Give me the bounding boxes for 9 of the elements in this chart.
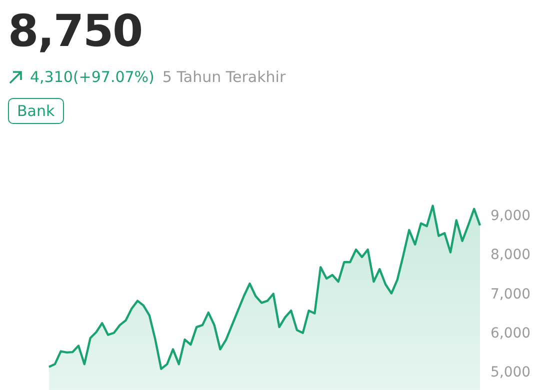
text: 5 Tahun Terakhir: [162, 68, 286, 86]
y-tick-label: 7,000: [490, 286, 531, 302]
y-tick-label: 9,000: [490, 208, 531, 224]
chart-title: 8,750: [8, 5, 144, 59]
chart-subtitle: 4,310(+97.07%): [30, 68, 154, 86]
y-tick-label: 5,000: [490, 364, 531, 380]
text: Bank: [8, 98, 64, 124]
y-tick-label: 6,000: [490, 325, 531, 342]
y-tick-label: 8,000: [490, 247, 531, 264]
